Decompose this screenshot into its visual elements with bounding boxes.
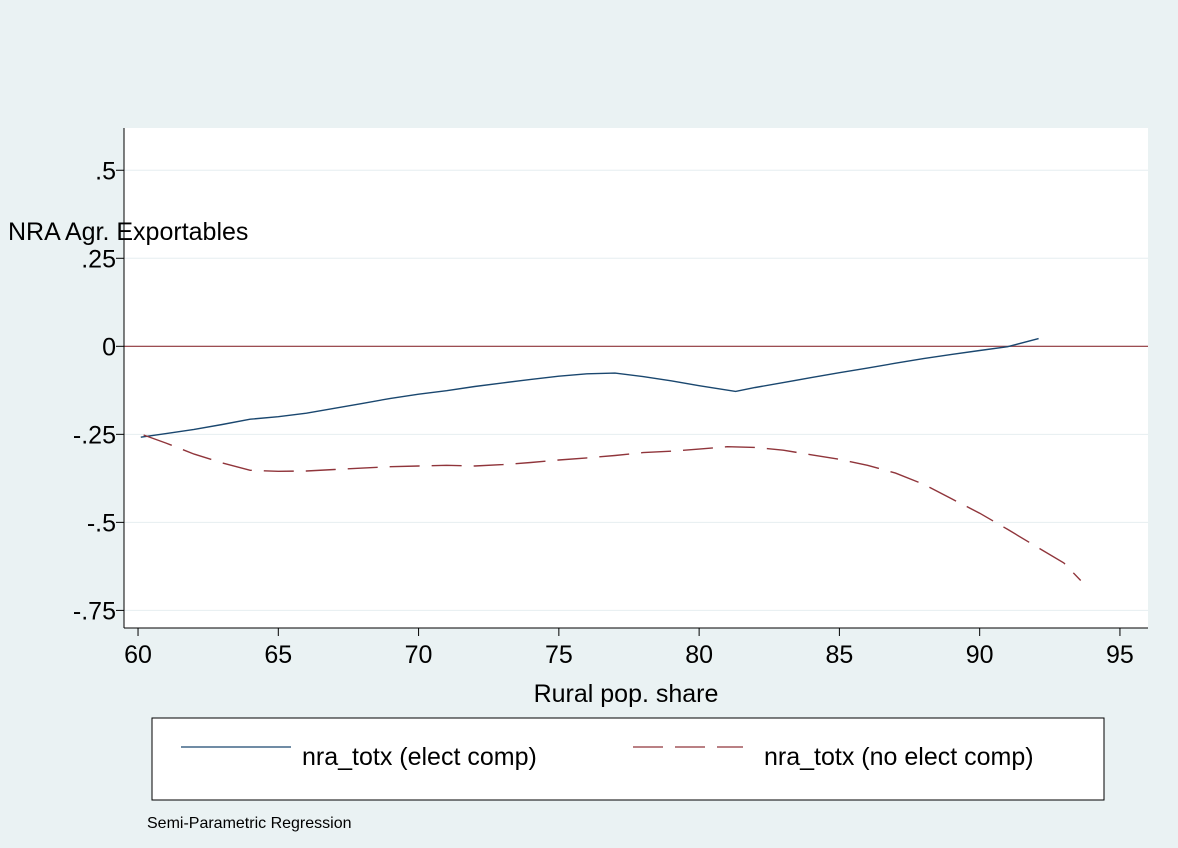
y-tick-label: -.75 [73,597,116,625]
legend-label-no-elect-comp: nra_totx (no elect comp) [764,743,1034,771]
series-line-1 [143,434,1082,581]
x-tick-label: 95 [1106,641,1134,669]
x-tick-label: 60 [124,641,152,669]
y-tick-label: 0 [102,333,116,361]
y-ticks: .5 .25 0 -.25 -.5 -.75 [73,157,124,625]
y-axis-label: NRA Agr. Exportables [8,218,248,246]
series-layer [140,337,1082,581]
x-ticks: 60 65 70 75 80 85 90 95 [124,628,1134,669]
plot-area [124,128,1148,628]
legend-label-elect-comp: nra_totx (elect comp) [302,743,537,771]
x-tick-label: 90 [966,641,994,669]
y-tick-label: .25 [81,245,116,273]
x-tick-label: 70 [405,641,433,669]
legend-box [151,717,1105,801]
y-tick-label: .5 [95,157,116,185]
y-tick-label: -.25 [73,421,116,449]
x-tick-label: 75 [545,641,573,669]
y-tick-label: -.5 [87,509,116,537]
x-axis-label: Rural pop. share [534,680,719,708]
x-tick-label: 65 [264,641,292,669]
series-line-0 [140,337,1039,438]
chart-note: Semi-Parametric Regression [147,815,352,832]
x-tick-label: 80 [685,641,713,669]
x-tick-label: 85 [825,641,853,669]
